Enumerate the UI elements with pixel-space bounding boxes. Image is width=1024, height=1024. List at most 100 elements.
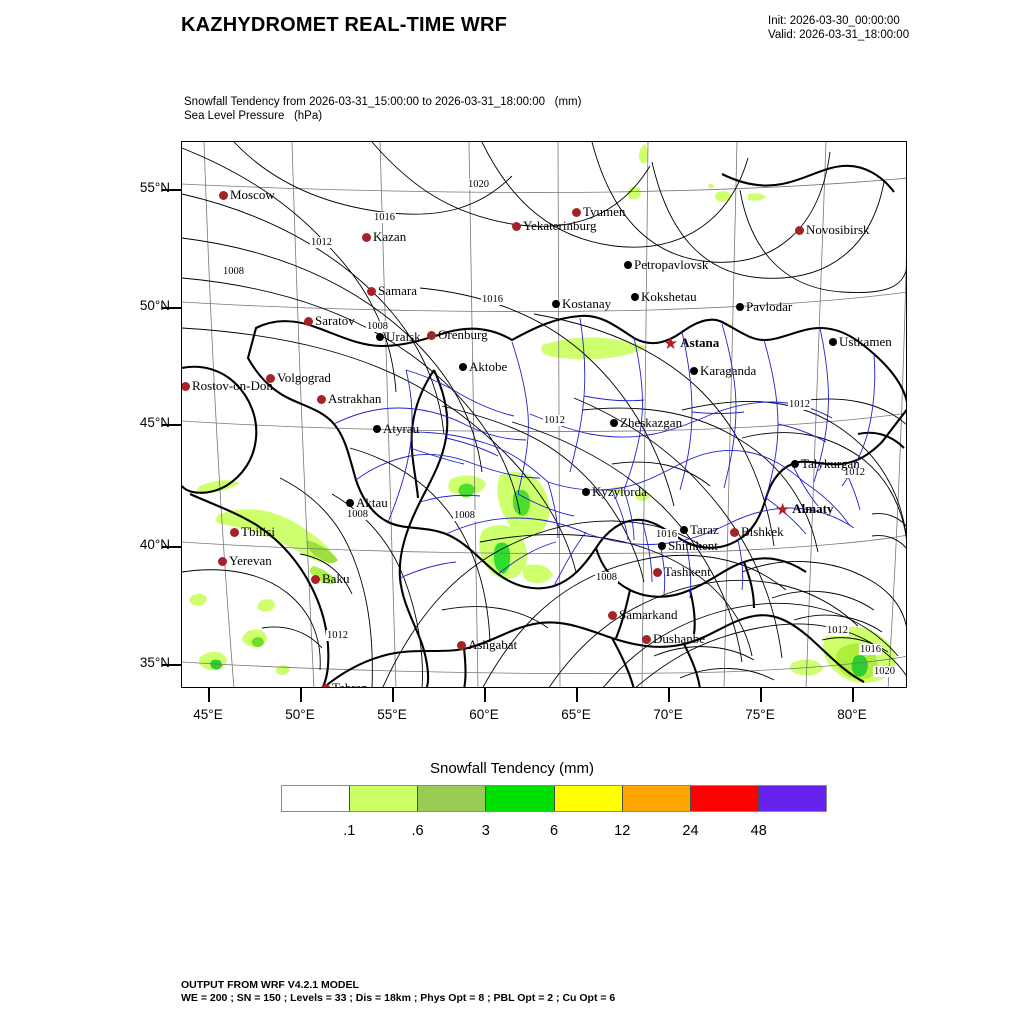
lon-tick-60°E — [484, 688, 486, 702]
city-label: Rostov-on-Don — [192, 378, 273, 393]
city-marker[interactable]: Uralsk — [376, 329, 421, 345]
city-label: Aktau — [356, 495, 388, 510]
city-marker[interactable]: Kostanay — [552, 296, 611, 312]
city-marker[interactable]: Yerevan — [218, 553, 272, 569]
isobar-label: 1020 — [467, 179, 490, 190]
city-dot-foreign-icon — [311, 574, 320, 584]
country-borders — [182, 164, 906, 687]
city-dot-kz-icon — [690, 367, 698, 375]
city-marker[interactable]: Kyzylorda — [582, 484, 647, 500]
city-marker[interactable]: Baku — [311, 571, 349, 587]
city-marker[interactable]: Zheskazgan — [610, 415, 682, 431]
city-label: Yerevan — [229, 553, 272, 568]
map-panel[interactable]: 1020 1016 1012 1008 1016 1008 1012 1012 1012 1008… — [181, 141, 907, 688]
page-title: KAZHYDROMET REAL-TIME WRF — [181, 14, 508, 36]
city-marker[interactable]: Ustkamen — [829, 334, 892, 350]
city-dot-kz-icon — [680, 526, 688, 534]
city-marker[interactable]: Petropavlovsk — [624, 257, 708, 273]
city-marker[interactable]: Yekaterinburg — [512, 218, 597, 234]
city-dot-foreign-icon — [367, 286, 376, 296]
city-dot-kz-icon — [459, 363, 467, 371]
city-marker[interactable]: Aktobe — [459, 359, 507, 375]
capital-star-icon: ★ — [663, 333, 679, 353]
colorbar-segment-5 — [622, 786, 691, 811]
city-dot-foreign-icon — [427, 330, 436, 340]
isobar-label: 1012 — [310, 237, 333, 248]
city-dot-foreign-icon — [642, 634, 651, 644]
city-label: Astana — [680, 335, 720, 350]
city-marker[interactable]: Shimkent — [658, 538, 718, 554]
colorbar-tick-12: 12 — [614, 823, 631, 839]
city-marker[interactable]: Volgograd — [266, 370, 331, 386]
colorbar-title: Snowfall Tendency (mm) — [430, 760, 594, 777]
city-marker[interactable]: Orenburg — [427, 327, 488, 343]
city-label: Pavlodar — [746, 299, 793, 314]
city-marker[interactable]: Tashkent — [653, 564, 711, 580]
city-dot-kz-icon — [658, 542, 666, 550]
city-label: Volgograd — [277, 370, 331, 385]
city-dot-kz-icon — [373, 425, 381, 433]
city-marker[interactable]: Ashgabat — [457, 637, 517, 653]
city-dot-kz-icon — [736, 303, 744, 311]
city-marker[interactable]: Kazan — [362, 229, 406, 245]
city-dot-kz-icon — [829, 338, 837, 346]
city-marker[interactable]: Saratov — [304, 313, 355, 329]
city-label: Tashkent — [664, 564, 711, 579]
city-label: Ustkamen — [839, 334, 892, 349]
city-marker[interactable]: Dushanbe — [642, 631, 705, 647]
city-label: Kyzylorda — [592, 484, 647, 499]
lat-tick-50°N — [162, 307, 182, 309]
city-marker[interactable]: ★ Almaty — [775, 501, 833, 518]
colorbar-tick-.6: .6 — [411, 823, 424, 839]
city-marker[interactable]: Taraz — [680, 522, 719, 538]
city-dot-kz-icon — [631, 293, 639, 301]
city-marker[interactable]: Karaganda — [690, 363, 756, 379]
city-marker[interactable]: Samara — [367, 283, 417, 299]
city-marker[interactable]: Astrakhan — [317, 391, 381, 407]
city-marker[interactable]: Kokshetau — [631, 289, 697, 305]
city-dot-kz-icon — [624, 261, 632, 269]
footer-line-config: WE = 200 ; SN = 150 ; Levels = 33 ; Dis … — [181, 992, 616, 1004]
city-marker[interactable]: Pavlodar — [736, 299, 792, 315]
city-marker[interactable]: Tehran — [321, 680, 368, 688]
isobar-label: 1016 — [373, 212, 396, 223]
city-marker[interactable]: Talykurgan — [791, 456, 860, 472]
city-label: Tbilisi — [241, 524, 275, 539]
colorbar[interactable] — [281, 785, 827, 812]
city-marker[interactable]: Rostov-on-Don — [182, 378, 273, 394]
city-label: Bishkek — [741, 524, 784, 539]
city-marker[interactable]: Samarkand — [608, 607, 677, 623]
colorbar-segment-6 — [690, 786, 759, 811]
lon-tick-45°E — [208, 688, 210, 702]
lon-label-55°E: 55°E — [377, 707, 407, 722]
city-dot-foreign-icon — [608, 610, 617, 620]
plot-subtitle: Snowfall Tendency from 2026-03-31_15:00:… — [184, 95, 581, 123]
city-dot-kz-icon — [376, 333, 384, 341]
isobar-label: 1008 — [346, 509, 369, 520]
isobar-contours — [182, 142, 906, 687]
city-label: Kokshetau — [641, 289, 697, 304]
city-marker[interactable]: Novosibirsk — [795, 222, 870, 238]
city-marker[interactable]: Bishkek — [730, 524, 784, 540]
city-marker[interactable]: Tyumen — [572, 204, 625, 220]
city-marker[interactable]: Tbilisi — [230, 524, 275, 540]
city-marker[interactable]: Atyrau — [373, 421, 419, 437]
colorbar-tick-3: 3 — [481, 823, 490, 839]
city-label: Uralsk — [386, 329, 421, 344]
city-label: Orenburg — [438, 327, 488, 342]
city-label: Moscow — [230, 187, 275, 202]
city-label: Tehran — [332, 680, 368, 688]
colorbar-segment-0 — [282, 786, 351, 811]
colorbar-tick-labels: .1 .6 3 6 12 24 48 — [281, 823, 827, 845]
colorbar-tick-6: 6 — [549, 823, 559, 839]
city-dot-foreign-icon — [304, 316, 313, 326]
city-marker[interactable]: Aktau — [346, 495, 388, 511]
map-graphics — [182, 142, 906, 687]
lon-label-50°E: 50°E — [285, 707, 315, 722]
city-label: Kostanay — [562, 296, 612, 311]
city-dot-foreign-icon — [182, 381, 190, 391]
city-dot-foreign-icon — [266, 373, 275, 383]
lat-label-50°N: 50°N — [139, 298, 170, 313]
city-marker[interactable]: Moscow — [219, 187, 275, 203]
city-marker[interactable]: ★ Astana — [663, 333, 720, 353]
